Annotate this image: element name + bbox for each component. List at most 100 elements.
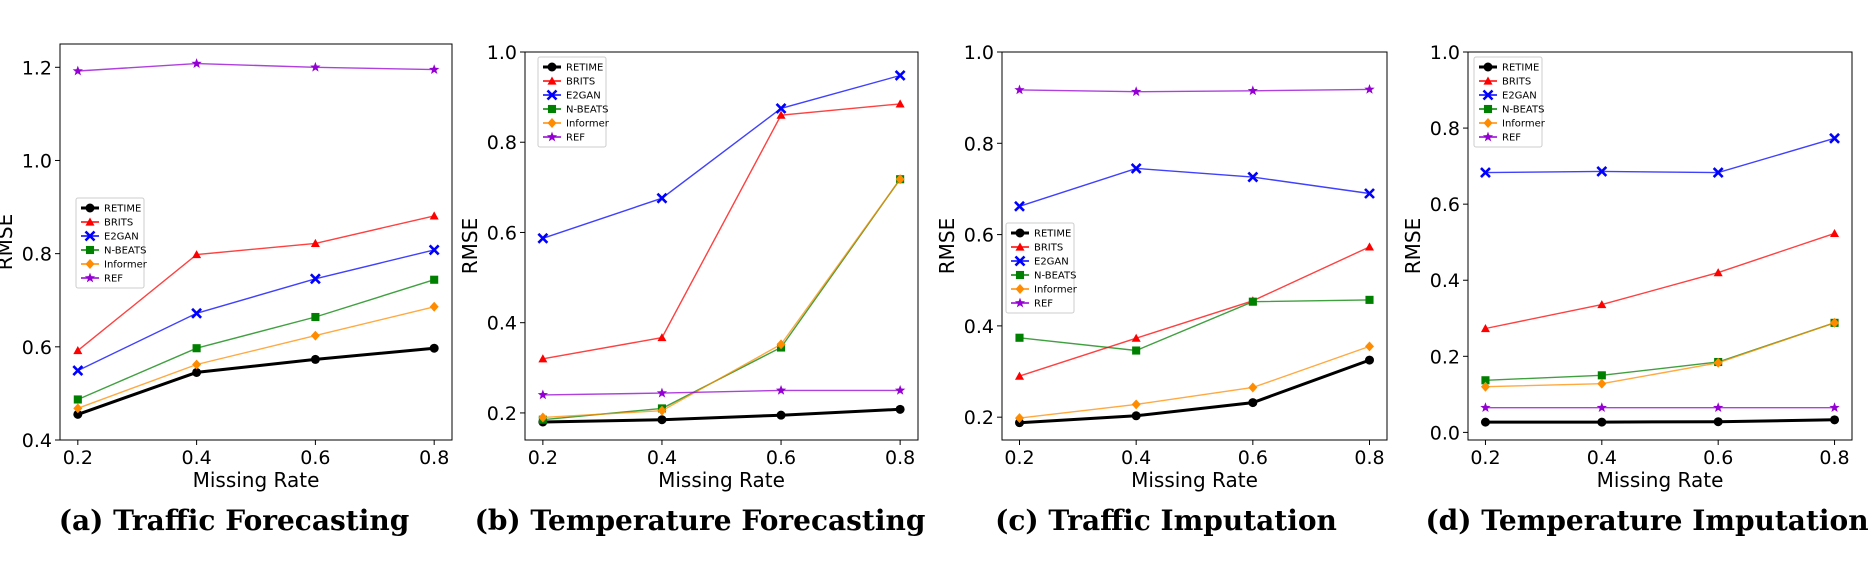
data-point-brits — [1365, 242, 1374, 251]
y-tick-label: 0.2 — [487, 403, 517, 425]
legend: RETIME BRITS E2GAN N-BEATS Informer REF — [1005, 222, 1078, 314]
x-tick-label: 0.6 — [300, 447, 330, 469]
legend-marker-informer — [1483, 118, 1493, 128]
legend-label-n-beats: N-BEATS — [1034, 271, 1076, 282]
data-point-ref — [1014, 84, 1025, 95]
y-tick-label: 0.2 — [964, 407, 994, 429]
legend-label-brits: BRITS — [566, 77, 595, 88]
legend-marker-e2gan — [1014, 255, 1026, 267]
y-tick-label: 1.0 — [1430, 42, 1460, 64]
data-point-ref — [1713, 402, 1724, 413]
data-point-brits — [1597, 300, 1607, 309]
x-tick-label: 0.8 — [1819, 447, 1849, 469]
panel-caption: (c) Traffic Imputation — [995, 504, 1337, 537]
data-point-informer — [538, 412, 548, 423]
data-point-n-beats — [192, 344, 201, 353]
y-tick-label: 0.4 — [487, 313, 517, 335]
data-point-n-beats — [1248, 297, 1257, 306]
legend: RETIME BRITS E2GAN N-BEATS Informer REF — [537, 56, 610, 148]
series-line-n-beats — [77, 279, 435, 401]
y-tick-label: 0.4 — [22, 430, 52, 452]
data-point-ref — [1364, 84, 1375, 94]
data-point-n-beats — [430, 275, 439, 284]
chart-panel-2: 0.2 0.4 0.6 0.8 0.2 0.4 0.6 0.8 1.0 Missing Rate R… — [935, 42, 1388, 537]
data-point-brits — [1713, 268, 1723, 277]
legend-label-brits: BRITS — [1034, 243, 1063, 254]
data-point-ref — [1596, 402, 1607, 413]
data-point-informer — [895, 174, 905, 185]
legend-marker-n-beats — [547, 104, 557, 114]
data-point-informer — [1480, 381, 1490, 392]
chart-panel-1: 0.2 0.4 0.6 0.8 0.2 0.4 0.6 0.8 1.0 Missing Rate R… — [458, 42, 925, 537]
data-point-brits — [1830, 228, 1840, 238]
data-point-informer — [1131, 399, 1141, 410]
data-point-ref — [310, 61, 321, 72]
legend-label-n-beats: N-BEATS — [566, 105, 608, 116]
data-point-retime — [429, 343, 439, 353]
legend-label-e2gan: E2GAN — [104, 232, 139, 243]
data-point-informer — [1248, 382, 1258, 393]
data-point-ref — [895, 384, 906, 395]
panel-caption: (d) Temperature Imputation — [1425, 504, 1868, 537]
data-point-n-beats — [1015, 333, 1024, 342]
data-point-ref — [775, 384, 787, 395]
x-axis-label: Missing Rate — [193, 468, 320, 492]
legend-label-e2gan: E2GAN — [566, 91, 601, 102]
data-point-informer — [192, 359, 202, 370]
x-tick-label: 0.6 — [1238, 447, 1268, 469]
data-point-e2gan — [537, 232, 549, 244]
data-point-e2gan — [1364, 188, 1375, 199]
y-tick-label: 0.2 — [1430, 346, 1460, 368]
data-point-e2gan — [1247, 171, 1259, 183]
data-point-e2gan — [1130, 162, 1142, 174]
series-line-retime — [1485, 418, 1835, 424]
legend-label-informer: Informer — [1502, 119, 1546, 130]
legend-marker-brits — [1483, 76, 1493, 85]
data-point-e2gan — [1596, 166, 1608, 177]
data-point-informer — [1830, 317, 1840, 328]
data-point-retime — [1830, 415, 1840, 425]
data-point-n-beats — [1481, 376, 1490, 385]
data-point-brits — [538, 354, 548, 363]
data-point-retime — [310, 354, 320, 364]
data-point-n-beats — [73, 395, 82, 404]
plot-frame — [59, 43, 453, 441]
data-point-e2gan — [1829, 132, 1840, 144]
y-axis-label: RMSE — [458, 218, 482, 274]
data-point-brits — [429, 211, 439, 220]
series-line-informer — [77, 306, 435, 409]
legend-label-informer: Informer — [1034, 285, 1078, 296]
x-tick-label: 0.4 — [647, 447, 677, 469]
series-line-retime — [542, 407, 901, 424]
data-point-brits — [1480, 324, 1490, 333]
x-tick-label: 0.2 — [1470, 447, 1500, 469]
legend-label-informer: Informer — [566, 119, 610, 130]
data-point-retime — [1248, 398, 1258, 408]
legend-label-n-beats: N-BEATS — [104, 246, 146, 257]
panel-caption: (b) Temperature Forecasting — [475, 504, 926, 537]
y-axis-label: RMSE — [0, 214, 17, 270]
data-point-informer — [429, 301, 439, 312]
data-point-ref — [1829, 402, 1840, 413]
legend-label-retime: RETIME — [1034, 229, 1071, 240]
legend-label-informer: Informer — [104, 260, 148, 271]
series-line-ref — [77, 62, 435, 72]
data-point-brits — [776, 110, 786, 119]
data-point-ref — [429, 64, 440, 74]
y-tick-label: 0.4 — [1430, 270, 1460, 292]
legend-label-brits: BRITS — [104, 218, 133, 229]
legend-marker-ref — [546, 131, 558, 142]
plot-frame — [524, 51, 919, 441]
legend-label-n-beats: N-BEATS — [1502, 105, 1544, 116]
data-point-n-beats — [1132, 346, 1141, 355]
data-point-ref — [72, 65, 83, 76]
data-point-e2gan — [428, 244, 440, 256]
data-point-e2gan — [656, 192, 668, 204]
x-axis-label: Missing Rate — [1131, 468, 1258, 492]
data-point-e2gan — [1712, 167, 1724, 179]
series-line-retime — [77, 346, 435, 416]
y-axis-label: RMSE — [935, 218, 959, 274]
legend-marker-brits — [85, 217, 95, 226]
series-line-brits — [1485, 232, 1835, 330]
data-point-retime — [1365, 355, 1374, 365]
